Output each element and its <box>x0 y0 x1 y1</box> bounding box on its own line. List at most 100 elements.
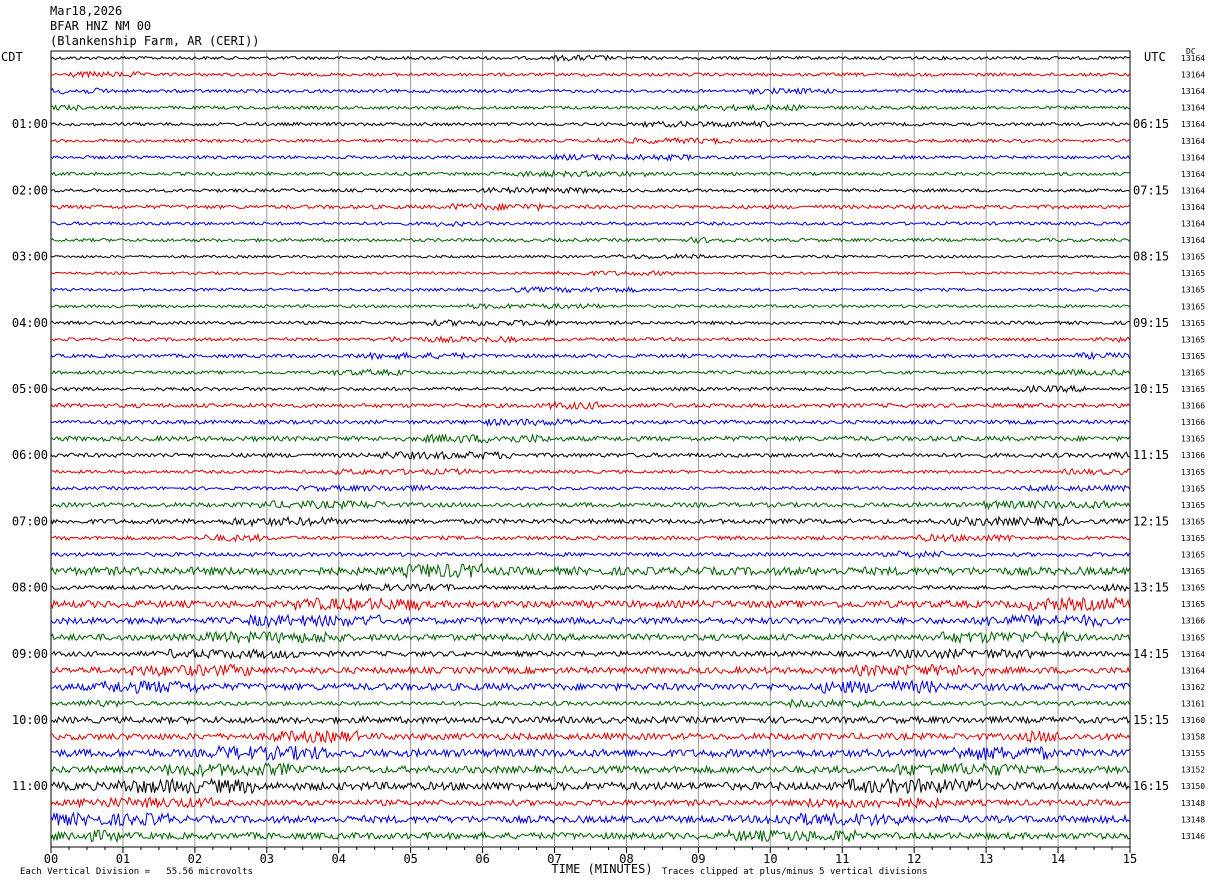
trace-line <box>50 532 1130 543</box>
left-hour-label: 07:00 <box>12 514 48 528</box>
dc-value: 13165 <box>1181 368 1205 377</box>
x-axis-title: TIME (MINUTES) <box>551 862 652 876</box>
dc-value: 13164 <box>1181 666 1205 675</box>
trace-line <box>50 220 1130 228</box>
plot-frame <box>50 50 1131 848</box>
dc-value: 13164 <box>1181 203 1205 212</box>
trace-line <box>50 285 1130 294</box>
dc-value: 13164 <box>1181 54 1205 63</box>
x-tick-label: 10 <box>763 852 777 866</box>
right-hour-label: 07:15 <box>1133 183 1169 197</box>
trace-line <box>50 120 1130 129</box>
dc-value: 13165 <box>1181 517 1205 526</box>
right-hour-label: 11:15 <box>1133 448 1169 462</box>
trace-line <box>50 715 1130 726</box>
x-tick-label: 07 <box>547 852 561 866</box>
trace-line <box>50 515 1130 528</box>
left-hour-label: 01:00 <box>12 117 48 131</box>
dc-value: 13165 <box>1181 253 1205 262</box>
dc-value: 13165 <box>1181 501 1205 510</box>
dc-value: 13165 <box>1181 435 1205 444</box>
left-hour-label: 03:00 <box>12 250 48 264</box>
dc-value: 13155 <box>1181 749 1205 758</box>
trace-line <box>50 467 1130 476</box>
trace-line <box>50 253 1130 260</box>
right-hour-label: 16:15 <box>1133 779 1169 793</box>
dc-value: 13164 <box>1181 650 1205 659</box>
right-timezone-label: UTC <box>1144 50 1166 64</box>
left-hour-label: 10:00 <box>12 713 48 727</box>
dc-value: 13166 <box>1181 402 1205 411</box>
x-tick-label: 05 <box>403 852 417 866</box>
trace-line <box>50 562 1130 579</box>
trace-line <box>50 582 1130 593</box>
trace-line <box>50 762 1130 778</box>
trace-line <box>50 483 1130 493</box>
x-tick-label: 01 <box>116 852 130 866</box>
left-hour-label: 04:00 <box>12 316 48 330</box>
trace-line <box>50 811 1130 827</box>
trace-line <box>50 828 1130 844</box>
trace-line <box>50 318 1130 328</box>
trace-line <box>50 679 1130 695</box>
dc-value: 13165 <box>1181 600 1205 609</box>
x-tick-label: 03 <box>260 852 274 866</box>
trace-line <box>50 335 1130 344</box>
dc-value: 13148 <box>1181 815 1205 824</box>
right-hour-label: 14:15 <box>1133 647 1169 661</box>
time-grid <box>50 50 1131 848</box>
dc-value: 13161 <box>1181 699 1205 708</box>
trace-line <box>51 744 1130 761</box>
x-tick-label: 08 <box>619 852 633 866</box>
dc-value: 13146 <box>1181 832 1205 841</box>
dc-value: 13162 <box>1181 683 1205 692</box>
trace-line <box>50 153 1130 163</box>
dc-value: 13165 <box>1181 269 1205 278</box>
left-timezone-label: CDT <box>1 50 23 64</box>
right-hour-label: 13:15 <box>1133 581 1169 595</box>
left-hour-label: 06:00 <box>12 448 48 462</box>
dc-value-labels: 13164 13164 13164 13164 13164 13164 13164 13164… <box>1181 54 1205 841</box>
dc-value: 13165 <box>1181 551 1205 560</box>
dc-value: 13150 <box>1181 782 1205 791</box>
x-tick-label: 06 <box>475 852 489 866</box>
dc-value: 13165 <box>1181 352 1205 361</box>
right-hour-label: 15:15 <box>1133 713 1169 727</box>
left-hour-label: 09:00 <box>12 647 48 661</box>
trace-line <box>50 698 1130 709</box>
clip-note: Traces clipped at plus/minus 5 vertical … <box>662 867 928 877</box>
header-date: Mar18,2026 <box>50 4 123 18</box>
left-hour-label: 05:00 <box>12 382 48 396</box>
seismic-traces <box>50 54 1130 844</box>
dc-value: 13152 <box>1181 766 1205 775</box>
trace-line <box>50 302 1130 310</box>
dc-label: DC <box>1186 47 1196 56</box>
dc-value: 13164 <box>1181 120 1205 129</box>
dc-value: 13165 <box>1181 633 1205 642</box>
trace-line <box>50 663 1130 678</box>
trace-line <box>50 729 1130 744</box>
dc-value: 13165 <box>1181 468 1205 477</box>
dc-value: 13164 <box>1181 137 1205 146</box>
dc-value: 13165 <box>1181 584 1205 593</box>
dc-value: 13166 <box>1181 418 1205 427</box>
trace-line <box>50 384 1130 394</box>
dc-value: 13164 <box>1181 153 1205 162</box>
dc-value: 13164 <box>1181 220 1205 229</box>
trace-line <box>50 596 1130 613</box>
dc-value: 13165 <box>1181 335 1205 344</box>
left-hour-label: 11:00 <box>12 779 48 793</box>
header-location: (Blankenship Farm, AR (CERI)) <box>50 34 260 48</box>
right-hour-label: 08:15 <box>1133 250 1169 264</box>
header-station: BFAR HNZ NM 00 <box>50 19 152 33</box>
right-hour-label: 10:15 <box>1133 382 1169 396</box>
dc-value: 13165 <box>1181 385 1205 394</box>
dc-value: 13164 <box>1181 170 1205 179</box>
trace-line <box>50 796 1130 810</box>
left-hour-label: 08:00 <box>12 581 48 595</box>
trace-line <box>50 433 1130 444</box>
x-tick-label: 11 <box>835 852 849 866</box>
right-hour-label: 09:15 <box>1133 316 1169 330</box>
x-tick-label: 00 <box>44 852 58 866</box>
trace-line <box>50 169 1130 178</box>
